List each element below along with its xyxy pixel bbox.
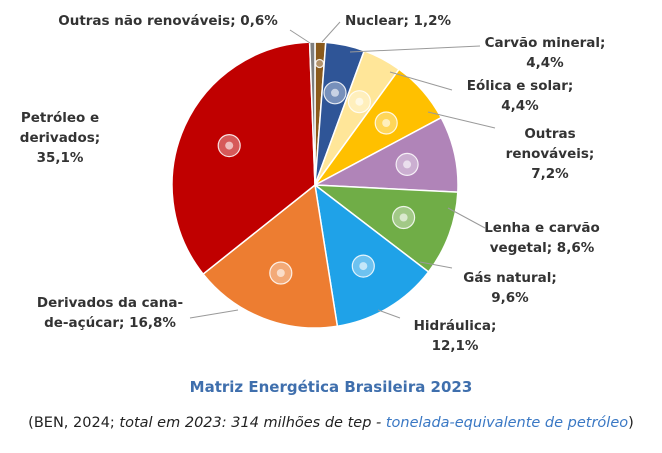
data-label: Petróleo e derivados; 35,1%: [20, 110, 100, 166]
data-label-line: vegetal; 8,6%: [490, 240, 595, 256]
data-label-line: Outras: [524, 126, 575, 142]
data-label: Lenha e carvão vegetal; 8,6%: [484, 220, 600, 256]
slice-icons: [217, 58, 419, 285]
data-label-line: 4,4%: [501, 98, 539, 114]
data-label: Outras renováveis; 7,2%: [506, 126, 595, 182]
data-label: Gás natural; 9,6%: [463, 270, 557, 306]
data-label-line: 7,2%: [531, 166, 569, 182]
source-close-paren: ): [628, 415, 634, 431]
chart-source: (BEN, 2024; total em 2023: 314 milhões d…: [0, 415, 662, 431]
sugarcane-icon: [269, 261, 293, 285]
chart-title: Matriz Energética Brasileira 2023: [189, 378, 473, 396]
leader-line: [377, 309, 401, 319]
leader-line: [289, 29, 311, 44]
data-label-line: Hidráulica;: [414, 318, 497, 334]
oil-barrel-icon: [217, 134, 241, 158]
pie-slice: [202, 183, 339, 329]
data-labels: Nuclear; 1,2%Carvão mineral; 4,4%Eólica e…: [20, 13, 606, 354]
coal-icon: [323, 81, 347, 105]
source-open-paren: (: [28, 415, 34, 431]
pie-slice: [312, 184, 459, 273]
data-label-line: Petróleo e: [21, 110, 99, 126]
data-label-line: Nuclear; 1,2%: [345, 13, 451, 29]
data-label-line: renováveis;: [506, 146, 595, 162]
data-label: Carvão mineral; 4,4%: [485, 35, 606, 71]
pie-chart: Nuclear; 1,2%Carvão mineral; 4,4%Eólica e…: [20, 13, 606, 354]
leader-line: [349, 45, 481, 53]
data-label-line: Lenha e carvão: [484, 220, 600, 236]
flame-icon: [392, 205, 416, 230]
data-label: Nuclear; 1,2%: [345, 13, 451, 29]
leader-line: [419, 261, 453, 269]
data-label: Hidráulica; 12,1%: [414, 318, 497, 354]
unit-link[interactable]: tonelada-equivalente de petróleo: [385, 415, 629, 431]
wind-sun-icon: [347, 90, 371, 114]
data-label-line: Gás natural;: [463, 270, 557, 286]
pie-slices: [171, 41, 459, 329]
data-label: Derivados da cana-de-açúcar; 16,8%: [37, 295, 183, 331]
pie-slice: [313, 183, 430, 328]
leader-line: [321, 21, 341, 43]
pie-slice: [308, 41, 316, 186]
source-total: total em 2023: 314 milhões de tep -: [119, 415, 386, 431]
data-label-line: de-açúcar; 16,8%: [44, 315, 176, 331]
water-drop-icon: [351, 254, 375, 278]
data-label-line: Outras não renováveis; 0,6%: [58, 13, 278, 29]
leader-line: [389, 71, 453, 91]
leader-line: [189, 309, 239, 319]
data-label-line: 35,1%: [37, 150, 84, 166]
data-label-line: Eólica e solar;: [467, 78, 574, 94]
atom-icon: [315, 58, 325, 69]
data-label-line: Derivados da cana-: [37, 295, 183, 311]
firewood-icon: [395, 152, 419, 176]
data-label-line: derivados;: [20, 130, 100, 146]
data-label-line: 4,4%: [526, 55, 564, 71]
sun-icon: [374, 111, 398, 135]
leader-line: [427, 111, 496, 129]
source-citation: BEN, 2024;: [33, 415, 120, 431]
data-label: Eólica e solar; 4,4%: [467, 78, 574, 114]
data-label-line: 9,6%: [491, 290, 529, 306]
data-label-line: Carvão mineral;: [485, 35, 606, 51]
leader-line: [447, 207, 486, 229]
data-label-line: 12,1%: [432, 338, 479, 354]
data-label: Outras não renováveis; 0,6%: [58, 13, 278, 29]
leader-lines: [189, 21, 496, 319]
pie-slice: [171, 41, 316, 276]
